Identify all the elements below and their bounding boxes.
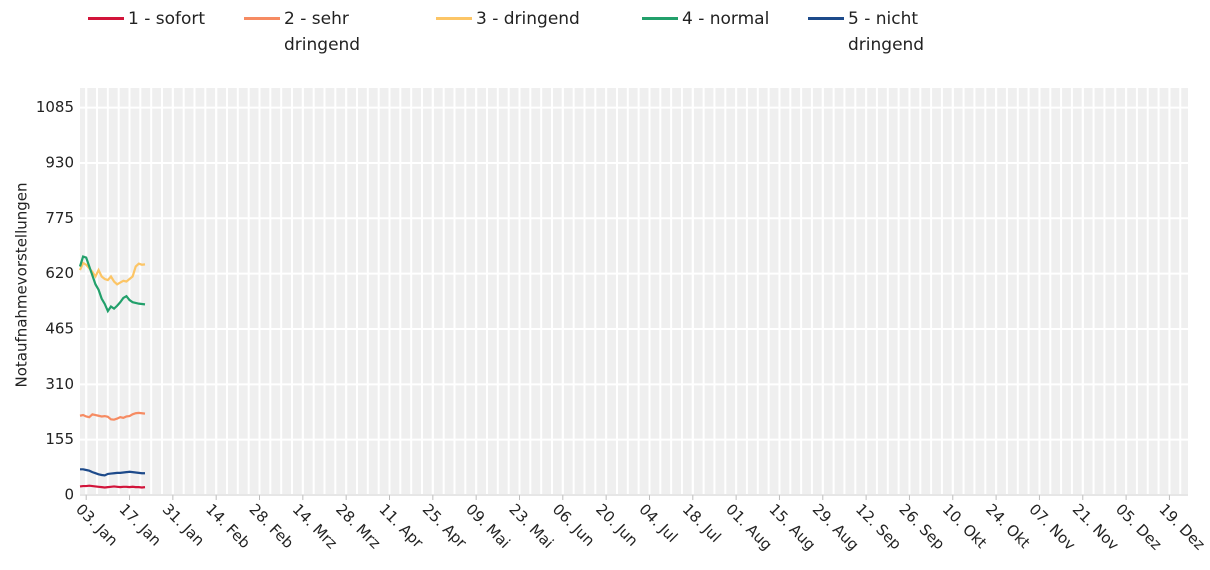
x-tick-label: 26. Sep <box>895 500 948 553</box>
x-tick-label: 19. Dez <box>1155 500 1208 553</box>
x-tick-label: 01. Aug <box>722 500 776 554</box>
legend-swatch <box>436 17 472 20</box>
legend-label: 4 - normal <box>682 9 770 29</box>
x-tick-label: 14. Mrz <box>289 500 341 552</box>
series-line <box>80 468 145 477</box>
x-tick-label: 20. Jun <box>592 500 642 550</box>
x-tick-label: 05. Dez <box>1112 500 1165 553</box>
x-tick-label: 07. Nov <box>1025 500 1079 554</box>
x-tick-label: 23. Mai <box>505 500 557 552</box>
x-tick-label: 03. Jan <box>72 500 121 549</box>
plot-background <box>80 88 1188 495</box>
y-axis-title: Notaufnahmevorstellungen <box>13 182 31 387</box>
y-tick-label: 310 <box>45 375 74 393</box>
y-tick-label: 620 <box>45 264 74 282</box>
legend-item: 2 - sehr dringend <box>244 6 430 58</box>
legend-item: 3 - dringend <box>436 6 636 58</box>
legend-item: 5 - nicht dringend <box>808 6 998 58</box>
x-tick-label: 06. Jun <box>549 500 599 550</box>
legend-item: 4 - normal <box>642 6 802 58</box>
x-tick-label: 25. Apr <box>419 500 471 552</box>
x-tick-label: 28. Mrz <box>332 500 384 552</box>
legend-label: 3 - dringend <box>476 9 580 29</box>
legend: 1 - sofort 2 - sehr dringend 3 - dringend 4… <box>88 6 1004 58</box>
legend-item: 1 - sofort <box>88 6 238 58</box>
y-tick-label: 1085 <box>36 98 74 116</box>
series-line <box>78 255 146 314</box>
y-tick-label: 775 <box>45 209 74 227</box>
x-tick-label: 04. Jul <box>635 500 681 546</box>
x-tick-label: 29. Aug <box>809 500 863 554</box>
x-tick-label: 21. Nov <box>1069 500 1123 554</box>
x-tick-label: 10. Okt <box>939 500 991 552</box>
x-tick-label: 17. Jan <box>116 500 165 549</box>
y-tick-label: 930 <box>45 153 74 171</box>
x-tick-label: 15. Aug <box>765 500 819 554</box>
legend-label: 1 - sofort <box>128 9 206 29</box>
legend-swatch <box>244 17 280 20</box>
legend-label: 2 - sehr dringend <box>284 9 361 55</box>
x-tick-label: 18. Jul <box>679 500 725 546</box>
legend-label: 5 - nicht dringend <box>848 9 925 55</box>
series-line <box>79 484 146 489</box>
x-tick-label: 09. Mai <box>462 500 514 552</box>
x-tick-label: 28. Feb <box>245 500 297 552</box>
x-tick-label: 14. Feb <box>202 500 254 552</box>
x-tick-label: 31. Jan <box>159 500 208 549</box>
y-tick-label: 0 <box>64 486 74 504</box>
y-tick-label: 465 <box>45 319 74 337</box>
legend-swatch <box>88 17 124 20</box>
legend-swatch <box>808 17 844 20</box>
x-tick-label: 12. Sep <box>852 500 905 553</box>
legend-swatch <box>642 17 678 20</box>
x-tick-label: 24. Okt <box>982 500 1034 552</box>
x-tick-label: 11. Apr <box>375 500 427 552</box>
y-tick-label: 155 <box>45 430 74 448</box>
series-line <box>79 411 146 421</box>
